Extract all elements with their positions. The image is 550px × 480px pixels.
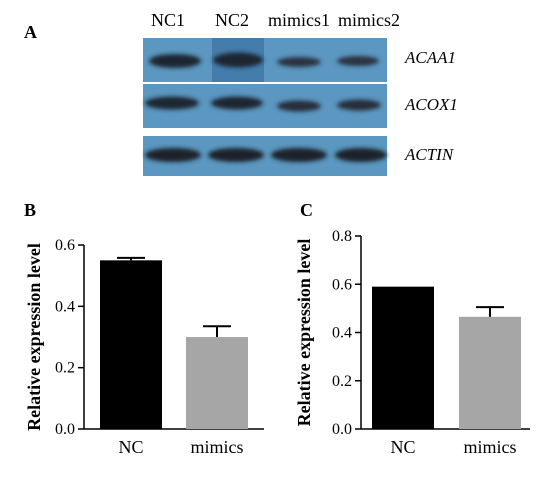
- bar: [372, 286, 434, 429]
- x-tick-label: NC: [118, 437, 143, 457]
- blot-strip-acaa1: [143, 38, 387, 82]
- bar-chart-c: 0.0 0.2 0.4 0.6 0.8 NC mimics Relative expressi…: [294, 228, 530, 457]
- lane-label: mimics2: [338, 10, 400, 30]
- y-tick-label: 0.6: [332, 276, 352, 293]
- panel-letter-a: A: [24, 22, 37, 42]
- y-tick-label: 0.8: [332, 228, 352, 245]
- y-tick-label: 0.4: [332, 325, 352, 342]
- lane-label: NC2: [215, 10, 250, 30]
- x-tick-label: mimics: [191, 437, 244, 457]
- blot-strip-acox1: [143, 84, 387, 128]
- y-tick-label: 0.0: [332, 421, 352, 438]
- gene-label: ACAA1: [405, 48, 456, 67]
- y-tick-label: 0.2: [55, 360, 75, 377]
- bar: [459, 316, 521, 429]
- y-axis-label: Relative expression level: [294, 239, 314, 427]
- panel-letter-c: C: [300, 200, 313, 220]
- gene-label: ACTIN: [405, 145, 454, 164]
- panel-letter-b: B: [24, 200, 37, 220]
- x-tick-label: NC: [390, 437, 415, 457]
- blot-strip-actin: [143, 136, 387, 176]
- x-tick-label: mimics: [464, 437, 517, 457]
- bar: [100, 260, 162, 429]
- bar: [186, 337, 248, 429]
- y-tick-label: 0.2: [332, 373, 352, 390]
- lane-label: mimics1: [268, 10, 330, 30]
- y-tick-label: 0.6: [55, 237, 75, 254]
- bar-chart-b: 0.0 0.2 0.4 0.6 NC mimics Relative expression …: [24, 237, 264, 457]
- y-tick-label: 0.4: [55, 298, 75, 315]
- blot-image: [143, 38, 387, 176]
- gene-label: ACOX1: [405, 95, 458, 114]
- lane-label: NC1: [151, 10, 186, 30]
- y-tick-label: 0.0: [55, 421, 75, 438]
- western-blot: NC1 NC2 mimics1 mimics2: [0, 0, 550, 180]
- y-axis-label: Relative expression level: [24, 243, 44, 431]
